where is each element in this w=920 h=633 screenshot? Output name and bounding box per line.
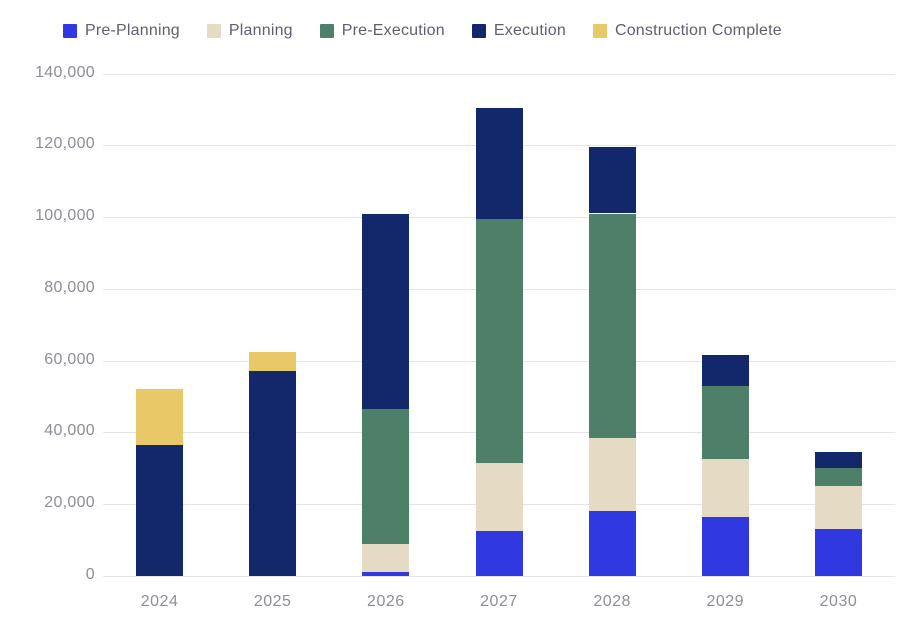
legend-label: Pre-Planning <box>85 22 180 39</box>
legend-swatch-icon <box>319 24 334 38</box>
y-axis-tick-label: 120,000 <box>35 135 95 153</box>
bar-segment-2029-pre-planning[interactable] <box>701 516 749 576</box>
legend-item-planning[interactable]: Planning <box>206 22 293 40</box>
x-axis-tick-label: 2024 <box>140 593 179 610</box>
gridline-y-140000 <box>103 73 895 75</box>
x-axis-tick-label: 2030 <box>819 593 858 610</box>
legend-swatch-icon <box>206 24 221 38</box>
legend-label: Execution <box>493 22 566 39</box>
y-axis-tick-label: 0 <box>85 566 95 583</box>
bar-segment-2028-pre-planning[interactable] <box>588 511 636 576</box>
x-axis-tick-label: 2028 <box>593 593 631 610</box>
y-axis-tick-label: 140,000 <box>35 63 95 81</box>
bar-segment-2026-planning[interactable] <box>362 543 410 572</box>
legend-item-execution[interactable]: Execution <box>471 22 566 40</box>
bar-segment-2029-pre-execution[interactable] <box>701 385 749 460</box>
x-axis-tick-label: 2029 <box>706 593 745 610</box>
bar-segment-2029-execution[interactable] <box>701 355 749 386</box>
bar-segment-2026-pre-planning[interactable] <box>362 571 410 576</box>
bar-segment-2026-pre-execution[interactable] <box>362 409 410 544</box>
bar-segment-2027-execution[interactable] <box>475 107 523 219</box>
y-axis-tick-label: 100,000 <box>35 207 95 225</box>
bar-segment-2030-execution[interactable] <box>814 452 862 469</box>
legend-item-construction-complete[interactable]: Construction Complete <box>592 22 782 40</box>
y-axis-tick-label: 20,000 <box>44 494 95 512</box>
gridline-y-0 <box>103 576 895 577</box>
bar-segment-2028-planning[interactable] <box>588 437 636 512</box>
chart-legend: Pre-Planning Planning Pre-Execution Executi… <box>63 22 782 40</box>
bar-segment-2026-execution[interactable] <box>362 213 410 410</box>
bar-segment-2024-construction-complete[interactable] <box>136 389 184 445</box>
bar-segment-2030-pre-execution[interactable] <box>814 468 862 487</box>
bar-segment-2029-planning[interactable] <box>701 459 749 517</box>
y-axis-tick-label: 60,000 <box>44 350 95 368</box>
legend-label: Construction Complete <box>614 22 782 39</box>
legend-item-pre-execution[interactable]: Pre-Execution <box>319 22 445 40</box>
y-axis-tick-label: 40,000 <box>44 422 95 440</box>
bar-segment-2024-execution[interactable] <box>136 445 184 576</box>
x-axis-tick-label: 2027 <box>480 593 518 610</box>
bar-segment-2025-execution[interactable] <box>249 371 297 576</box>
x-axis-tick-label: 2026 <box>367 593 405 610</box>
x-axis-tick-label: 2025 <box>253 593 292 610</box>
legend-item-pre-planning[interactable]: Pre-Planning <box>63 22 180 40</box>
bar-segment-2030-planning[interactable] <box>814 486 862 530</box>
legend-label: Pre-Execution <box>341 22 445 39</box>
legend-swatch-icon <box>592 24 607 38</box>
bar-segment-2025-construction-complete[interactable] <box>249 351 297 372</box>
bar-segment-2028-execution[interactable] <box>588 147 636 214</box>
legend-swatch-icon <box>471 24 486 38</box>
legend-swatch-icon <box>63 24 77 38</box>
y-axis-tick-label: 80,000 <box>44 278 95 296</box>
bar-segment-2027-planning[interactable] <box>475 462 523 532</box>
legend-label: Planning <box>228 22 293 39</box>
bar-segment-2027-pre-execution[interactable] <box>475 218 523 463</box>
bar-segment-2030-pre-planning[interactable] <box>814 529 862 576</box>
bar-segment-2028-pre-execution[interactable] <box>588 213 636 438</box>
bar-segment-2027-pre-planning[interactable] <box>475 531 523 576</box>
